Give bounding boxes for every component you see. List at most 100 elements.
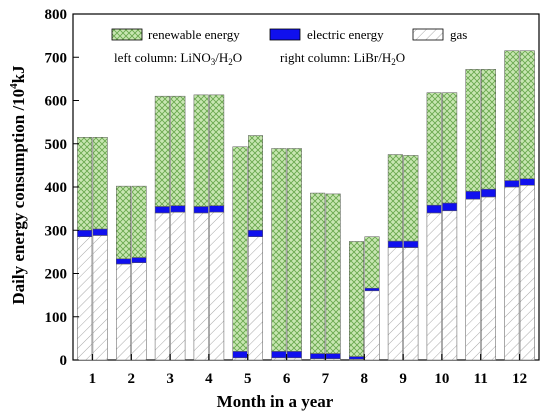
x-tick-label: 2 bbox=[128, 371, 136, 387]
bar-gas-right bbox=[519, 185, 535, 361]
x-tick-label: 5 bbox=[244, 371, 252, 387]
bar-electric-energy-left bbox=[387, 240, 403, 248]
bar-renewable-energy-right bbox=[248, 135, 263, 231]
bar-renewable-energy-left bbox=[426, 92, 442, 206]
bar-gas-right bbox=[209, 211, 225, 361]
bar-renewable-energy-left bbox=[193, 94, 209, 207]
x-tick-label: 11 bbox=[474, 371, 488, 387]
bar-electric-energy-left bbox=[504, 180, 520, 188]
bar-electric-energy-right bbox=[248, 230, 263, 237]
x-tick-label: 10 bbox=[434, 371, 449, 387]
bar-electric-energy-right bbox=[481, 188, 496, 198]
y-axis-ticks: 0 100 200 300 400 500 600 700 800 bbox=[45, 7, 79, 369]
bar-electric-energy-right bbox=[286, 351, 302, 359]
bar-gas-left bbox=[77, 236, 93, 361]
y-tick-label: 800 bbox=[45, 7, 68, 23]
bar-renewable-energy-left bbox=[465, 69, 481, 192]
x-tick-label: 9 bbox=[399, 371, 407, 387]
y-tick-label: 200 bbox=[45, 267, 68, 283]
y-tick-label: 700 bbox=[45, 50, 68, 66]
bar-gas-left bbox=[232, 357, 248, 361]
bar-renewable-energy-right bbox=[325, 193, 341, 354]
bar-electric-energy-left bbox=[154, 206, 170, 214]
bar-electric-energy-right bbox=[92, 228, 108, 236]
bar-electric-energy-right bbox=[131, 257, 147, 263]
bar-renewable-energy-left bbox=[154, 95, 170, 207]
bar-gas-left bbox=[387, 247, 403, 361]
bar-renewable-energy-right bbox=[519, 50, 535, 180]
bar-renewable-energy-right bbox=[286, 148, 302, 352]
bar-electric-energy-left bbox=[193, 206, 209, 214]
x-tick-label: 12 bbox=[512, 371, 527, 387]
bar-gas-left bbox=[193, 212, 209, 361]
bar-renewable-energy-left bbox=[116, 185, 131, 260]
bar-electric-energy-left bbox=[116, 258, 131, 265]
legend-label-electric: electric energy bbox=[307, 27, 384, 42]
left-column-note: left column: LiNO3/H2O bbox=[114, 50, 242, 67]
bar-renewable-energy-left bbox=[232, 146, 248, 352]
bar-gas-left bbox=[116, 263, 131, 361]
bar-renewable-energy-right bbox=[364, 236, 380, 289]
bar-renewable-energy-right bbox=[170, 95, 186, 206]
bar-gas-left bbox=[426, 212, 442, 361]
bar-gas-right bbox=[442, 210, 458, 361]
bar-renewable-energy-right bbox=[92, 137, 108, 230]
legend-label-renewable: renewable energy bbox=[148, 27, 240, 42]
bar-electric-energy-right bbox=[364, 287, 380, 292]
bar-gas-right bbox=[170, 211, 186, 361]
bar-renewable-energy-right bbox=[481, 69, 496, 190]
bar-gas-left bbox=[154, 212, 170, 361]
bar-electric-energy-left bbox=[77, 230, 93, 237]
legend: renewable energy electric energy gas bbox=[111, 27, 467, 42]
bar-electric-energy-right bbox=[403, 240, 419, 248]
bar-gas-right bbox=[481, 196, 496, 361]
bar-renewable-energy-right bbox=[209, 94, 225, 206]
x-tick-label: 3 bbox=[166, 371, 174, 387]
bar-electric-energy-left bbox=[426, 204, 442, 214]
bar-gas-right bbox=[248, 236, 263, 361]
bar-renewable-energy-left bbox=[271, 148, 287, 352]
right-column-note: right column: LiBr/H2O bbox=[280, 50, 405, 67]
bar-electric-energy-left bbox=[271, 351, 287, 359]
bar-gas-right bbox=[364, 290, 380, 361]
bar-gas-right bbox=[92, 235, 108, 361]
bar-renewable-energy-left bbox=[349, 241, 364, 357]
bar-renewable-energy-left bbox=[504, 50, 520, 181]
x-tick-label: 4 bbox=[205, 371, 213, 387]
bar-renewable-energy-left bbox=[77, 137, 93, 231]
bar-electric-energy-right bbox=[170, 205, 186, 213]
y-tick-label: 500 bbox=[45, 137, 68, 153]
bar-gas-right bbox=[286, 357, 302, 361]
x-axis-title: Month in a year bbox=[217, 392, 334, 411]
bar-electric-energy-left bbox=[232, 351, 248, 359]
bars bbox=[77, 50, 535, 361]
y-tick-label: 100 bbox=[45, 310, 68, 326]
bar-gas-left bbox=[504, 186, 520, 361]
bar-electric-energy-left bbox=[310, 353, 326, 359]
x-tick-label: 8 bbox=[361, 371, 369, 387]
bar-renewable-energy-left bbox=[387, 154, 403, 242]
y-tick-label: 0 bbox=[60, 353, 68, 369]
y-tick-label: 600 bbox=[45, 94, 68, 110]
bar-gas-right bbox=[131, 262, 147, 361]
y-tick-label: 400 bbox=[45, 180, 68, 196]
bar-electric-energy-right bbox=[442, 202, 458, 212]
bar-gas-right bbox=[403, 247, 419, 361]
x-tick-label: 1 bbox=[89, 371, 97, 387]
bar-electric-energy-left bbox=[349, 356, 364, 360]
bar-renewable-energy-left bbox=[310, 192, 326, 354]
legend-swatch-electric bbox=[269, 28, 301, 41]
x-tick-label: 7 bbox=[322, 371, 330, 387]
bar-gas-left bbox=[271, 357, 287, 361]
legend-swatch-gas bbox=[412, 28, 444, 41]
legend-swatch-renewable bbox=[111, 28, 143, 41]
x-axis-ticks: 1 2 3 4 5 6 7 8 9 10 11 12 bbox=[89, 354, 527, 387]
bar-electric-energy-left bbox=[465, 191, 481, 200]
bar-gas-left bbox=[465, 198, 481, 361]
bar-renewable-energy-right bbox=[131, 185, 147, 258]
y-axis-title: Daily energy consumption /104kJ bbox=[8, 65, 28, 305]
bar-renewable-energy-right bbox=[403, 155, 419, 242]
bar-electric-energy-right bbox=[209, 205, 225, 213]
bar-electric-energy-right bbox=[325, 353, 341, 359]
